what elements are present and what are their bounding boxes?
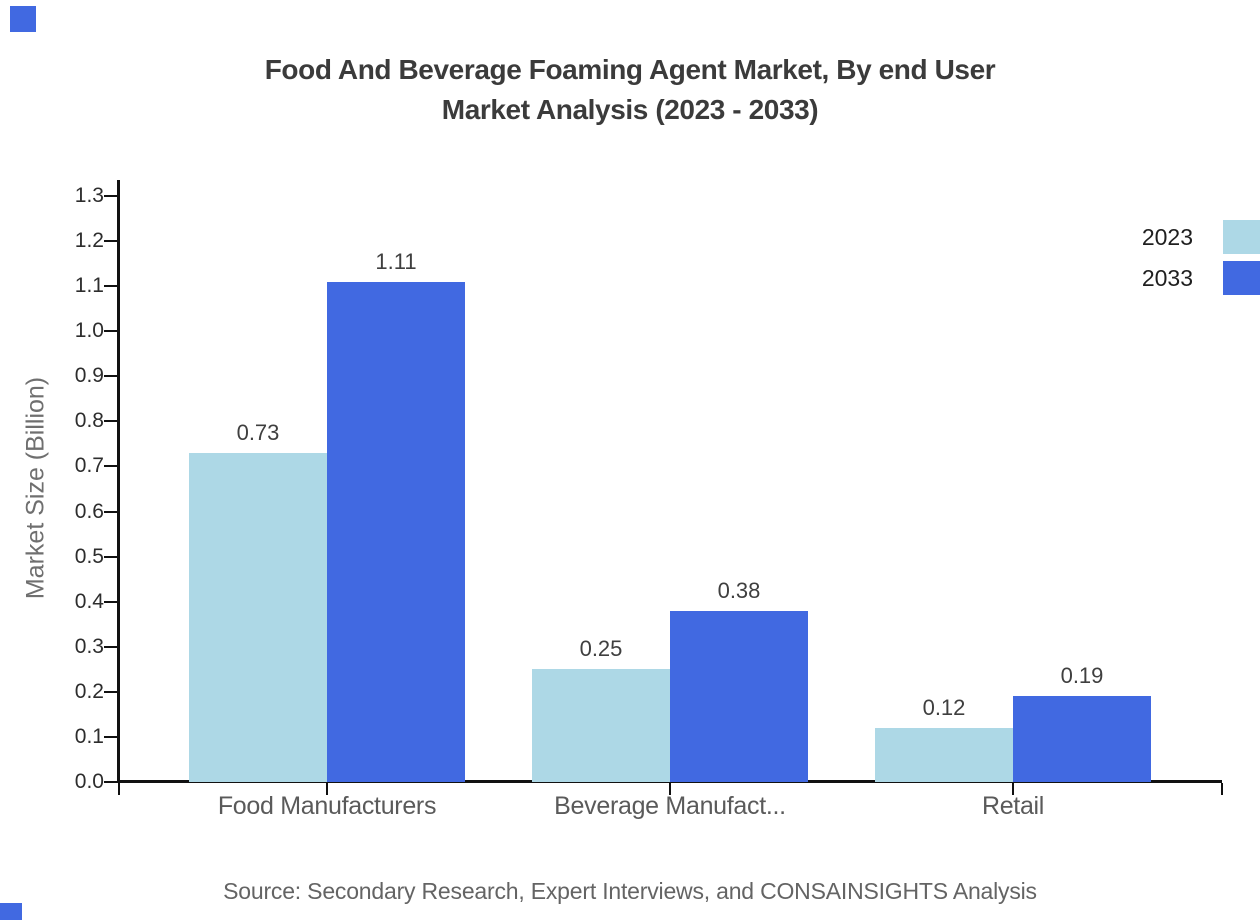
bar-2023-0 <box>189 452 327 782</box>
x-category-label: Beverage Manufact... <box>554 792 786 820</box>
x-category-label: Food Manufacturers <box>217 792 437 820</box>
y-tick-label: 0.4 <box>74 589 104 613</box>
y-tick <box>104 465 117 468</box>
y-tick-label: 1.1 <box>74 274 104 298</box>
legend-label-2023: 2023 <box>1141 224 1193 250</box>
x-tick <box>118 783 120 795</box>
y-tick-label: 0.7 <box>74 454 104 478</box>
legend-swatch-2023 <box>1223 220 1260 254</box>
y-tick <box>104 510 117 513</box>
y-tick <box>104 690 117 693</box>
y-tick <box>104 240 117 243</box>
x-category-label: Retail <box>981 792 1045 820</box>
y-tick <box>104 375 117 378</box>
y-tick <box>104 645 117 648</box>
bar-2033-0 <box>327 281 465 782</box>
y-tick-label: 0.3 <box>74 634 104 658</box>
bar-value-label: 0.25 <box>579 636 623 662</box>
chart-title: Food And Beverage Foaming Agent Market, … <box>0 50 1260 130</box>
brand-mark-bottom-left <box>0 903 22 920</box>
bar-2023-1 <box>532 669 670 782</box>
y-tick-label: 0.8 <box>74 409 104 433</box>
x-tick <box>1012 783 1014 795</box>
y-tick-label: 0.6 <box>74 499 104 523</box>
y-tick <box>104 555 117 558</box>
bar-value-label: 1.11 <box>375 248 417 274</box>
x-tick <box>669 783 671 795</box>
y-tick-label: 0.9 <box>74 364 104 388</box>
y-tick <box>104 735 117 738</box>
y-tick <box>104 781 117 783</box>
chart-title-line2: Market Analysis (2023 - 2033) <box>441 94 819 125</box>
bar-2023-2 <box>875 727 1013 782</box>
y-tick-label: 0.5 <box>74 544 104 568</box>
y-axis-line <box>117 180 120 783</box>
chart-title-line1: Food And Beverage Foaming Agent Market, … <box>264 54 996 85</box>
y-tick <box>104 285 117 288</box>
bar-value-label: 0.38 <box>717 577 761 603</box>
y-tick-label: 0.1 <box>74 724 104 748</box>
bar-value-label: 0.19 <box>1060 663 1104 689</box>
source-note: Source: Secondary Research, Expert Inter… <box>223 878 1037 904</box>
y-tick-label: 1.0 <box>74 319 104 343</box>
brand-mark-top-left <box>10 6 36 32</box>
bar-2033-1 <box>670 610 808 782</box>
y-tick <box>104 195 117 197</box>
x-tick <box>1221 783 1223 795</box>
x-tick <box>326 783 328 795</box>
bar-2033-2 <box>1013 696 1151 782</box>
legend-label-2033: 2033 <box>1141 265 1193 291</box>
y-tick <box>104 330 117 333</box>
y-tick-label: 1.3 <box>74 184 104 207</box>
y-tick <box>104 600 117 603</box>
legend-swatch-2033 <box>1223 261 1260 295</box>
bar-value-label: 0.73 <box>236 419 280 445</box>
y-tick-label: 1.2 <box>74 229 104 253</box>
bar-value-label: 0.12 <box>922 694 966 720</box>
y-tick-label: 0.2 <box>74 679 104 703</box>
y-tick-label: 0.0 <box>74 770 104 793</box>
y-tick <box>104 420 117 423</box>
